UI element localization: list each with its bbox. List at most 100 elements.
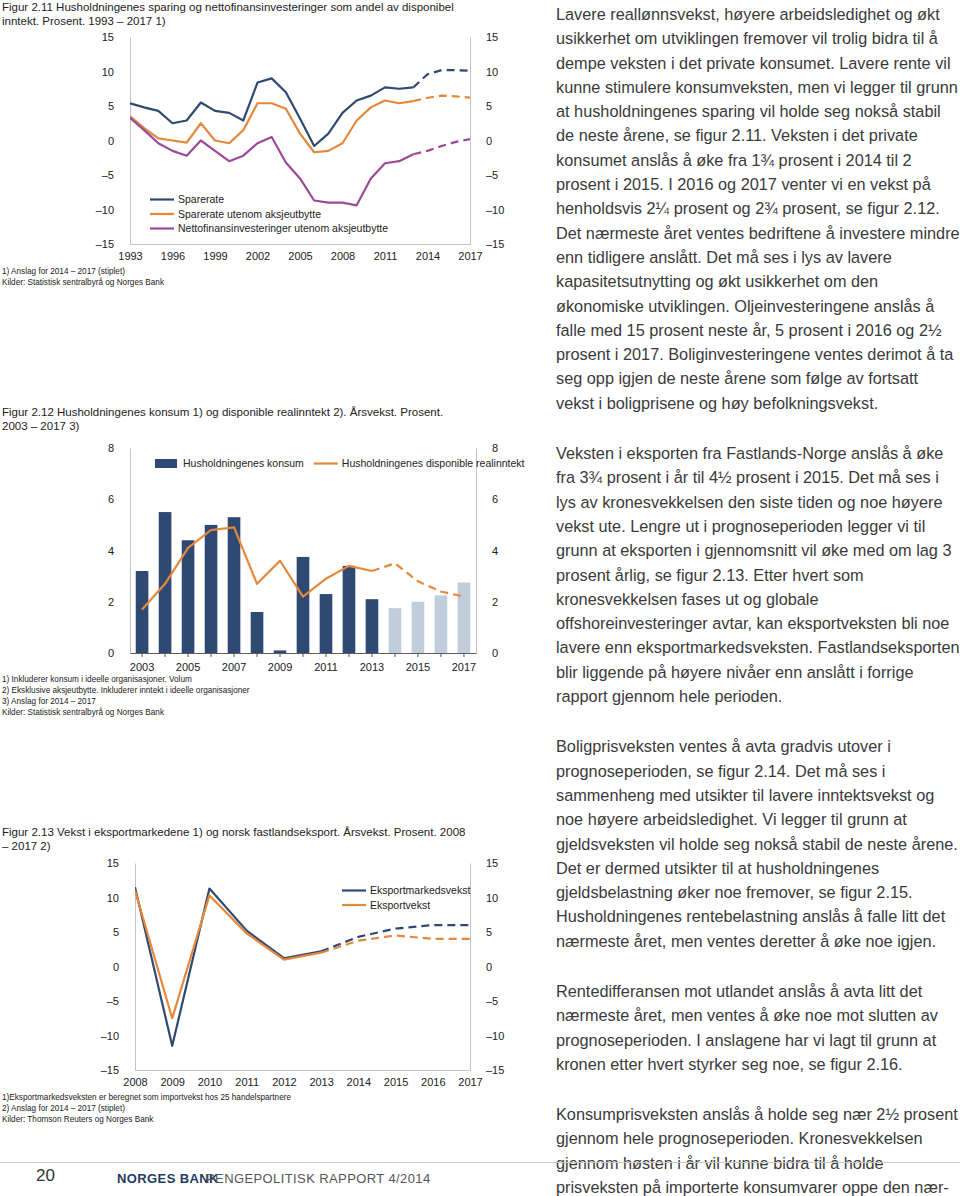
plot-area — [135, 887, 470, 1046]
tick: 2016 — [421, 1070, 445, 1088]
tick-label: –15 — [486, 238, 504, 250]
tick: 1993 — [118, 244, 142, 262]
tick: 4 — [476, 545, 498, 557]
tick-label: 0 — [108, 647, 114, 659]
tick: 2017 — [458, 1070, 482, 1088]
axis-line — [476, 449, 477, 654]
tick-label: 2005 — [288, 250, 312, 262]
tick — [165, 653, 166, 657]
tick-mark — [325, 653, 326, 657]
tick: 2015 — [406, 653, 430, 673]
tick-mark — [211, 653, 212, 657]
tick — [211, 653, 212, 657]
tick: 2012 — [272, 1070, 296, 1088]
tick-label: 4 — [492, 545, 498, 557]
tick-label: 2005 — [176, 661, 200, 673]
tick: 0 — [470, 135, 492, 147]
plot-area — [136, 512, 471, 653]
footnote: 1)Eksportmarkedsveksten er beregnet som … — [2, 1093, 291, 1102]
legend: EksportmarkedsvekstEksportvekst — [342, 884, 470, 911]
line — [372, 563, 464, 596]
tick-label: 2011 — [314, 661, 338, 673]
bar — [274, 650, 287, 653]
line — [135, 891, 321, 1019]
tick: 5 — [108, 100, 130, 112]
tick-label: 0 — [108, 135, 114, 147]
tick-mark — [280, 653, 281, 657]
legend-label: Eksportvekst — [370, 899, 430, 911]
axis-line — [131, 244, 471, 245]
chart-title: Figur 2.11 Husholdningenes sparing og ne… — [2, 1, 454, 27]
tick-label: 15 — [102, 31, 114, 43]
tick-label: 15 — [107, 857, 119, 869]
legend-swatch — [342, 889, 366, 891]
tick-mark — [234, 653, 235, 657]
paragraph: Konsumprisveksten anslås å holde seg nær… — [556, 1102, 960, 1196]
chart: Figur 2.13 Vekst i eksportmarkedene 1) o… — [2, 826, 504, 1124]
tick-label: 0 — [486, 961, 492, 973]
paragraph: Rentedifferansen mot utlandet anslås å a… — [556, 979, 960, 1076]
tick: –5 — [102, 169, 130, 181]
tick-label: 2013 — [360, 661, 384, 673]
footnote: Kilder: Statistisk sentralbyrå og Norges… — [2, 707, 165, 717]
tick: 2011 — [314, 653, 338, 673]
bar — [251, 612, 264, 653]
tick-label: 2013 — [309, 1076, 333, 1088]
tick: 2002 — [246, 244, 270, 262]
bar — [412, 602, 425, 653]
tick-label: 2008 — [123, 1076, 147, 1088]
tick-label: 1996 — [161, 250, 185, 262]
y-axis-right: 02468 — [476, 442, 498, 659]
tick: 6 — [108, 493, 130, 505]
tick-label: 4 — [108, 545, 114, 557]
tick: 2 — [108, 596, 130, 608]
tick: 4 — [108, 545, 130, 557]
tick: 2017 — [452, 653, 476, 673]
tick-label: 10 — [486, 66, 498, 78]
paragraph: Veksten i eksporten fra Fastlands-Norge … — [556, 441, 960, 708]
tick: 10 — [470, 892, 498, 904]
bar — [136, 571, 149, 653]
tick-label: 2017 — [452, 661, 476, 673]
legend: SparerateSparerate utenom aksjeutbytteNe… — [150, 193, 388, 234]
axis-line — [470, 38, 471, 245]
line — [321, 925, 470, 951]
legend-swatch — [314, 462, 338, 464]
tick-label: 0 — [492, 647, 498, 659]
tick: 10 — [470, 66, 498, 78]
tick: 2003 — [130, 653, 154, 673]
line — [413, 70, 470, 87]
legend-swatch — [342, 904, 366, 906]
tick-label: 2014 — [416, 250, 440, 262]
tick: –5 — [470, 169, 498, 181]
tick-label: 2017 — [458, 1076, 482, 1088]
legend-label: Husholdningenes disponible realinntekt — [342, 457, 525, 469]
tick-label: 8 — [108, 442, 114, 454]
tick — [303, 653, 304, 657]
tick-label: 15 — [486, 31, 498, 43]
tick: 1999 — [203, 244, 227, 262]
axis-line — [130, 38, 131, 245]
tick: 0 — [476, 647, 498, 659]
tick-label: –5 — [486, 995, 498, 1007]
tick-label: 6 — [492, 493, 498, 505]
footnote: Kilder: Thomson Reuters og Norges Bank — [2, 1115, 154, 1124]
tick-label: 5 — [486, 926, 492, 938]
tick: 0 — [108, 647, 130, 659]
tick-label: 2014 — [347, 1076, 371, 1088]
tick: 2010 — [198, 1070, 222, 1088]
tick-label: 5 — [486, 100, 492, 112]
charts-area: Figur 2.11 Husholdningenes sparing og ne… — [0, 0, 548, 1150]
tick-label: 15 — [486, 857, 498, 869]
line — [413, 96, 470, 102]
tick-label: 0 — [486, 135, 492, 147]
legend-label: Sparerate — [178, 193, 224, 205]
tick-mark — [303, 653, 304, 657]
line — [142, 527, 372, 609]
tick-label: 2003 — [130, 661, 154, 673]
tick: 2008 — [331, 244, 355, 262]
bar — [297, 557, 310, 653]
tick: 15 — [107, 857, 135, 869]
tick: 2013 — [360, 653, 384, 673]
tick: 5 — [470, 926, 492, 938]
